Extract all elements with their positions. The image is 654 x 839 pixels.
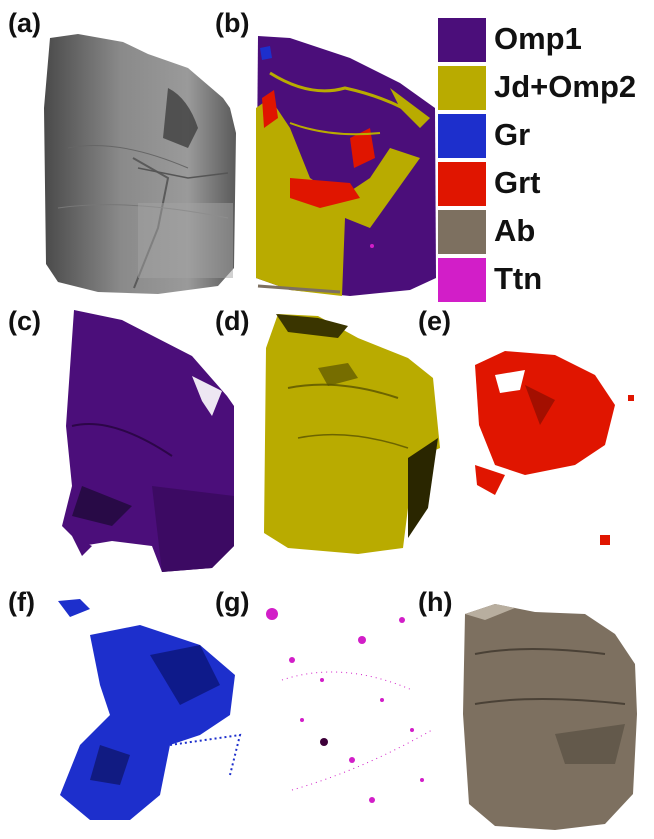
gr-render xyxy=(58,599,242,820)
legend-label-gr: Gr xyxy=(494,117,531,152)
grt-render xyxy=(475,351,634,545)
legend-label-jd-omp2: Jd+Omp2 xyxy=(494,69,637,104)
panel-label-c: (c) xyxy=(8,306,41,336)
panel-label-h: (h) xyxy=(418,587,453,617)
legend-swatch-ttn xyxy=(438,258,486,302)
legend-label-grt: Grt xyxy=(494,165,541,200)
legend-swatch-grt xyxy=(438,162,486,206)
legend-swatch-omp1 xyxy=(438,18,486,62)
legend-label-ttn: Ttn xyxy=(494,261,543,296)
ab-render xyxy=(463,604,637,830)
jd-omp2-render xyxy=(264,314,440,554)
panel-label-g: (g) xyxy=(215,587,250,617)
ttn-render xyxy=(266,608,433,803)
legend-label-ab: Ab xyxy=(494,213,536,248)
legend-label-omp1: Omp1 xyxy=(494,21,582,56)
panel-label-d: (d) xyxy=(215,306,250,336)
rock-render-grey xyxy=(44,34,236,294)
panel-label-b: (b) xyxy=(215,8,250,38)
panel-label-f: (f) xyxy=(8,587,35,617)
legend-swatch-jd-omp2 xyxy=(438,66,486,110)
omp1-render xyxy=(62,310,234,572)
phase-map xyxy=(256,36,436,296)
legend-swatch-gr xyxy=(438,114,486,158)
panel-label-e: (e) xyxy=(418,306,451,336)
panel-label-a: (a) xyxy=(8,8,41,38)
legend-swatch-ab xyxy=(438,210,486,254)
